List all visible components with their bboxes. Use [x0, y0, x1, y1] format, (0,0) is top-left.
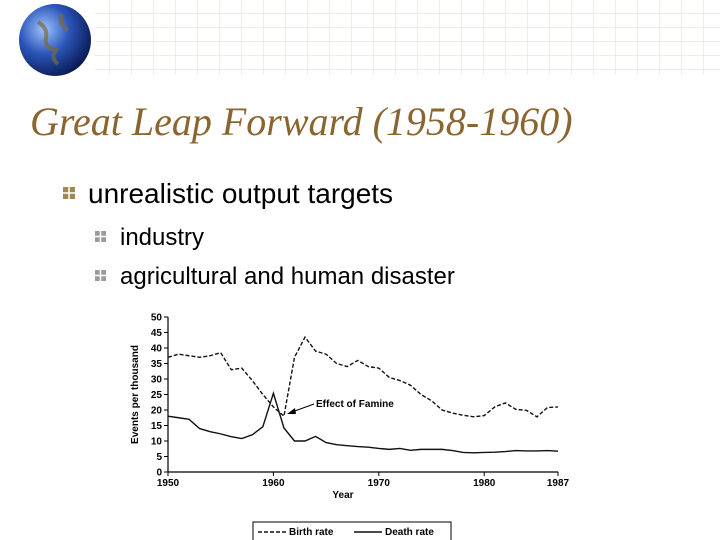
arrow-head	[287, 408, 296, 414]
y-tick-label: 50	[151, 313, 163, 324]
y-tick-label: 20	[151, 406, 163, 417]
x-tick-label: 1960	[262, 478, 285, 489]
legend-label: Death rate	[385, 527, 434, 538]
header-pattern	[95, 0, 720, 75]
y-tick-label: 5	[156, 452, 162, 463]
bullet-icon	[63, 187, 75, 199]
legend-label: Birth rate	[289, 527, 334, 538]
y-tick-label: 45	[151, 328, 163, 339]
series-line	[167, 335, 559, 418]
legend-box	[252, 521, 452, 540]
x-tick-label: 1970	[368, 478, 391, 489]
y-tick-label: 0	[156, 468, 162, 479]
chart: 0 5 10 15 20 25 30 35 40 45 50 1950 1960 1970 1980 1987…	[130, 313, 570, 540]
bullet: unrealistic output targets	[88, 178, 393, 209]
x-tick-label: 1980	[473, 478, 496, 489]
annotation: Effect of Famine	[316, 399, 394, 410]
y-tick-label: 15	[151, 421, 163, 432]
sub-bullet-icon	[95, 270, 106, 281]
y-tick-label: 25	[151, 390, 163, 401]
y-tick-label: 30	[151, 375, 163, 386]
y-axis-label: Events per thousand	[130, 345, 141, 444]
sub-bullet-icon	[95, 231, 106, 242]
x-tick-label: 1987	[547, 478, 570, 489]
annotation-arrow	[291, 403, 315, 413]
globe-icon	[19, 4, 91, 76]
slide-title: Great Leap Forward (1958-1960)	[30, 99, 573, 144]
x-tick-label: 1950	[157, 478, 180, 489]
globe-land	[36, 13, 70, 66]
sub-bullet: industry	[120, 224, 204, 251]
series-line	[167, 390, 559, 454]
x-axis-label: Year	[332, 490, 353, 501]
y-tick-label: 40	[151, 344, 163, 355]
sub-bullet: agricultural and human disaster	[120, 263, 455, 290]
y-tick-label: 10	[151, 437, 163, 448]
y-tick-label: 35	[151, 359, 163, 370]
